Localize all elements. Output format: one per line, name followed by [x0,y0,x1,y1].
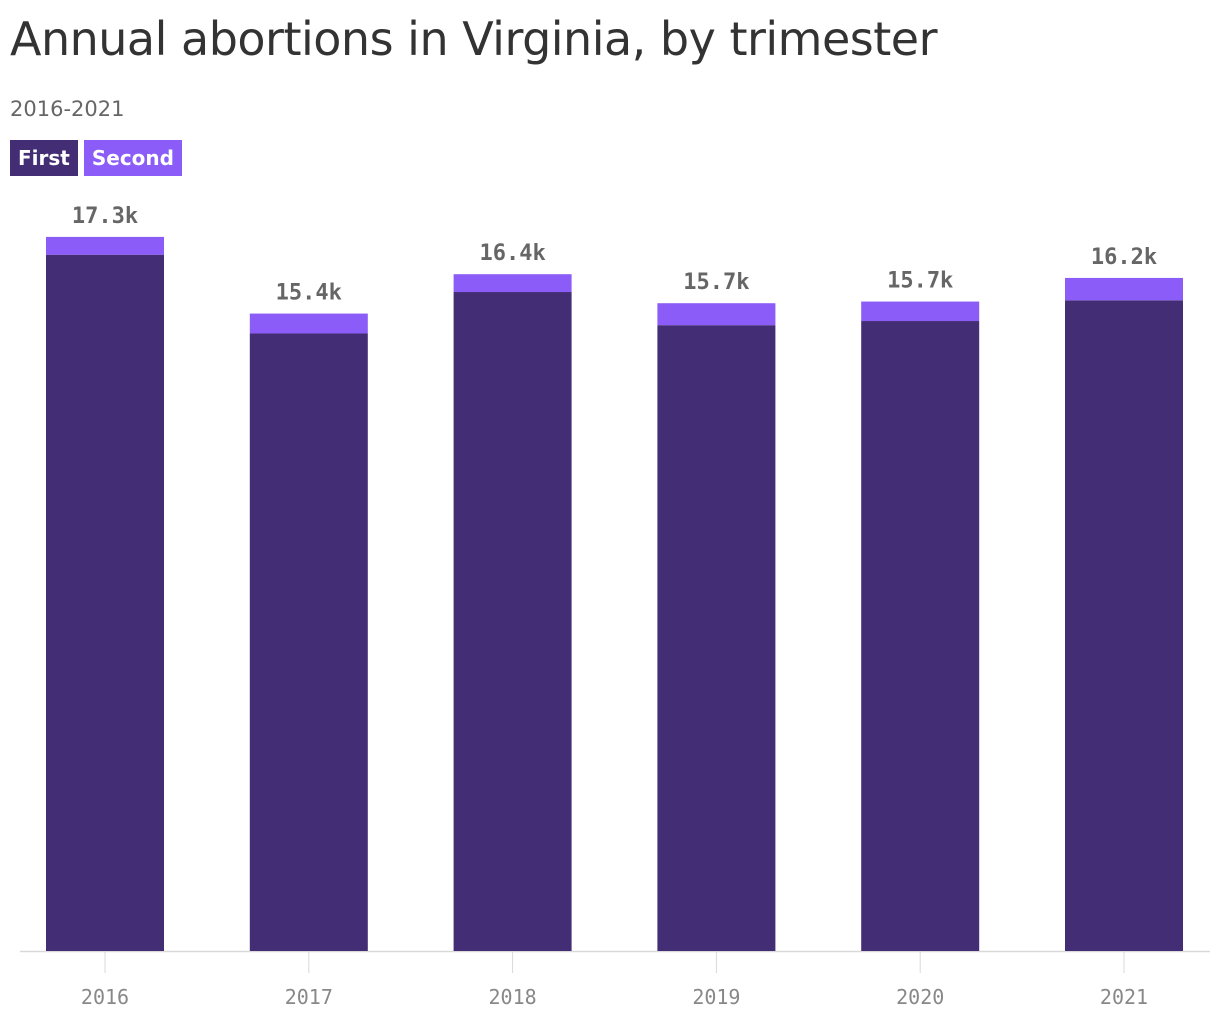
legend-item-first: First [10,140,78,176]
bar-first-2021 [1065,300,1183,951]
bar-second-2021 [1065,277,1183,301]
bar-total-label-2018: 16.4k [479,241,545,266]
bar-first-2020 [861,321,980,951]
bar-second-2020 [861,301,980,322]
legend: First Second [10,140,182,176]
bar-first-2016 [46,254,164,952]
bar-first-2018 [453,292,572,951]
x-tick-label-2017: 2017 [285,985,333,1009]
bar-total-label-2016: 17.3k [72,204,138,229]
bar-second-2018 [453,274,572,293]
bar-total-label-2019: 15.7k [683,270,749,295]
x-tick-label-2019: 2019 [692,985,740,1009]
x-tick-label-2020: 2020 [896,985,944,1009]
bar-second-2016 [46,236,164,255]
bar-second-2019 [657,303,776,326]
bar-second-2017 [249,313,368,334]
x-tick-label-2021: 2021 [1100,985,1148,1009]
bar-first-2017 [249,333,368,951]
chart-subtitle: 2016-2021 [10,97,125,121]
chart-title: Annual abortions in Virginia, by trimest… [10,12,938,66]
bar-total-label-2021: 16.2k [1091,245,1157,270]
bar-total-label-2017: 15.4k [276,281,342,306]
x-tick-label-2018: 2018 [489,985,537,1009]
x-tick-label-2016: 2016 [81,985,129,1009]
bar-first-2019 [657,325,776,951]
bar-total-label-2020: 15.7k [887,269,953,294]
legend-item-second: Second [83,140,182,176]
